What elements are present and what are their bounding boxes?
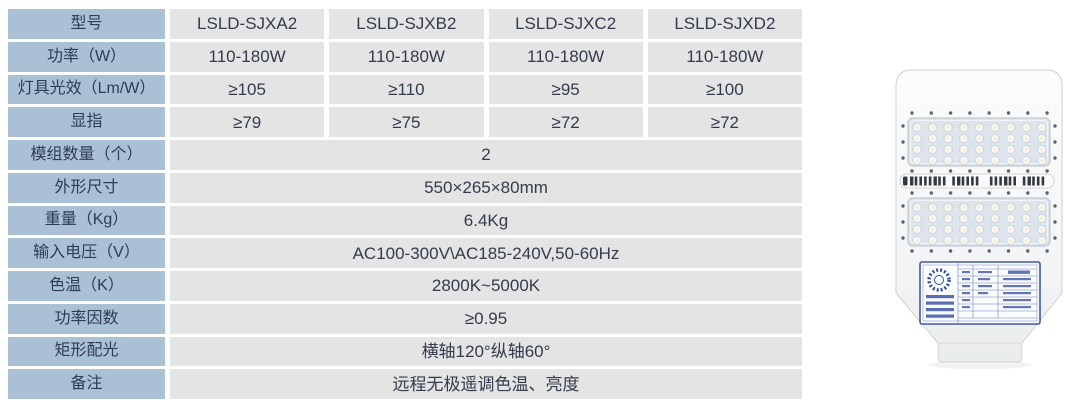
spec-cell: ≥75 — [329, 107, 484, 137]
spec-cell-merged: 远程无极遥调色温、亮度 — [170, 369, 802, 399]
spec-cell-merged: 6.4Kg — [170, 205, 802, 236]
spec-cell-merged: 2800K~5000K — [170, 271, 802, 301]
spec-row-label: 矩形配光 — [8, 336, 165, 367]
spec-row-label: 输入电压（V） — [8, 238, 165, 268]
spec-cell: ≥72 — [488, 107, 643, 137]
spec-cell: LSLD-SJXD2 — [647, 9, 802, 39]
spec-table: 型号 LSLD-SJXA2 LSLD-SJXB2 LSLD-SJXC2 LSLD-SJX… — [8, 9, 802, 399]
spec-cell: 110-180W — [647, 41, 802, 72]
spec-cell: ≥72 — [647, 107, 802, 137]
spec-row-label: 模组数量（个） — [8, 140, 165, 170]
spec-row-label: 重量（Kg） — [8, 205, 165, 236]
spec-row-label: 灯具光效（Lm/W） — [8, 74, 165, 105]
spec-cell: 110-180W — [488, 41, 643, 72]
led-module-bottom — [907, 197, 1051, 247]
product-photo — [878, 58, 1070, 372]
spec-cell: 110-180W — [170, 41, 325, 72]
spec-cell: ≥79 — [170, 107, 325, 137]
label-logo-icon — [927, 268, 951, 292]
spec-cell: ≥95 — [488, 74, 643, 105]
product-label — [919, 261, 1041, 325]
spec-cell: LSLD-SJXA2 — [170, 9, 325, 39]
label-micro-text — [962, 270, 1031, 309]
spec-cell: ≥110 — [329, 74, 484, 105]
vent-grille — [899, 173, 1055, 189]
spec-cell: ≥100 — [647, 74, 802, 105]
led-street-light-illustration — [895, 69, 1063, 369]
spec-row-label: 型号 — [8, 9, 165, 39]
spec-cell: ≥105 — [170, 74, 325, 105]
spec-cell: LSLD-SJXC2 — [488, 9, 643, 39]
spec-cell-merged: 550×265×80mm — [170, 172, 802, 203]
spec-cell-merged: ≥0.95 — [170, 303, 802, 334]
label-text-lines — [926, 295, 954, 318]
spec-row-label: 备注 — [8, 369, 165, 399]
screws — [901, 111, 1057, 253]
spec-cell-merged: AC100-300V\AC185-240V,50-60Hz — [170, 238, 802, 268]
spec-cell-merged: 横轴120°纵轴60° — [170, 336, 802, 367]
spec-row-label: 功率因数 — [8, 303, 165, 334]
spec-cell-merged: 2 — [170, 140, 802, 170]
spec-cell: 110-180W — [329, 41, 484, 72]
spec-row-label: 显指 — [8, 107, 165, 137]
led-module-top — [907, 117, 1051, 167]
spec-row-label: 色温（K） — [8, 271, 165, 301]
label-grid — [957, 262, 1037, 324]
photo-shadow — [928, 361, 1032, 369]
spec-cell: LSLD-SJXB2 — [329, 9, 484, 39]
spec-row-label: 外形尺寸 — [8, 172, 165, 203]
spec-row-label: 功率（W） — [8, 41, 165, 72]
